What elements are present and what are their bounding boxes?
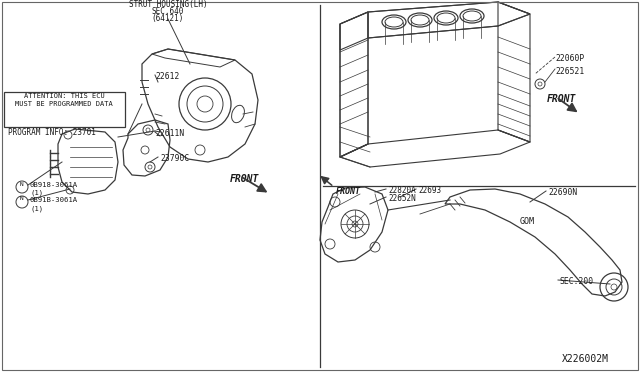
Text: FRONT: FRONT	[547, 94, 577, 104]
Text: FRONT: FRONT	[230, 174, 259, 184]
Text: 22820A: 22820A	[388, 186, 416, 195]
Text: SEC.200: SEC.200	[560, 277, 594, 286]
Text: 0B918-3061A: 0B918-3061A	[30, 182, 78, 188]
Text: (64121): (64121)	[152, 14, 184, 23]
Text: (1): (1)	[30, 190, 43, 196]
Text: 22690N: 22690N	[548, 188, 577, 197]
Text: 22611N: 22611N	[155, 129, 184, 138]
Text: 226521: 226521	[555, 67, 584, 76]
Text: GOM: GOM	[520, 217, 535, 226]
Text: N: N	[20, 196, 24, 202]
Text: (1): (1)	[30, 205, 43, 212]
Text: 22693: 22693	[418, 186, 441, 195]
Text: 22060P: 22060P	[555, 54, 584, 63]
Text: ATTENTION: THIS ECU
MUST BE PROGRAMMED DATA: ATTENTION: THIS ECU MUST BE PROGRAMMED D…	[15, 93, 113, 107]
Text: N: N	[20, 182, 24, 186]
Text: 22612: 22612	[155, 72, 179, 81]
Text: SEC.640: SEC.640	[152, 7, 184, 16]
Text: 23790C: 23790C	[160, 154, 189, 163]
Text: X226002M: X226002M	[562, 354, 609, 364]
Text: 22652N: 22652N	[388, 194, 416, 203]
Text: 0B91B-3061A: 0B91B-3061A	[30, 197, 78, 203]
Text: PROGRAM INFO: 23701: PROGRAM INFO: 23701	[8, 128, 96, 137]
Text: FRONT: FRONT	[336, 187, 361, 196]
Text: STRUT HOUSING(LH): STRUT HOUSING(LH)	[129, 0, 207, 9]
